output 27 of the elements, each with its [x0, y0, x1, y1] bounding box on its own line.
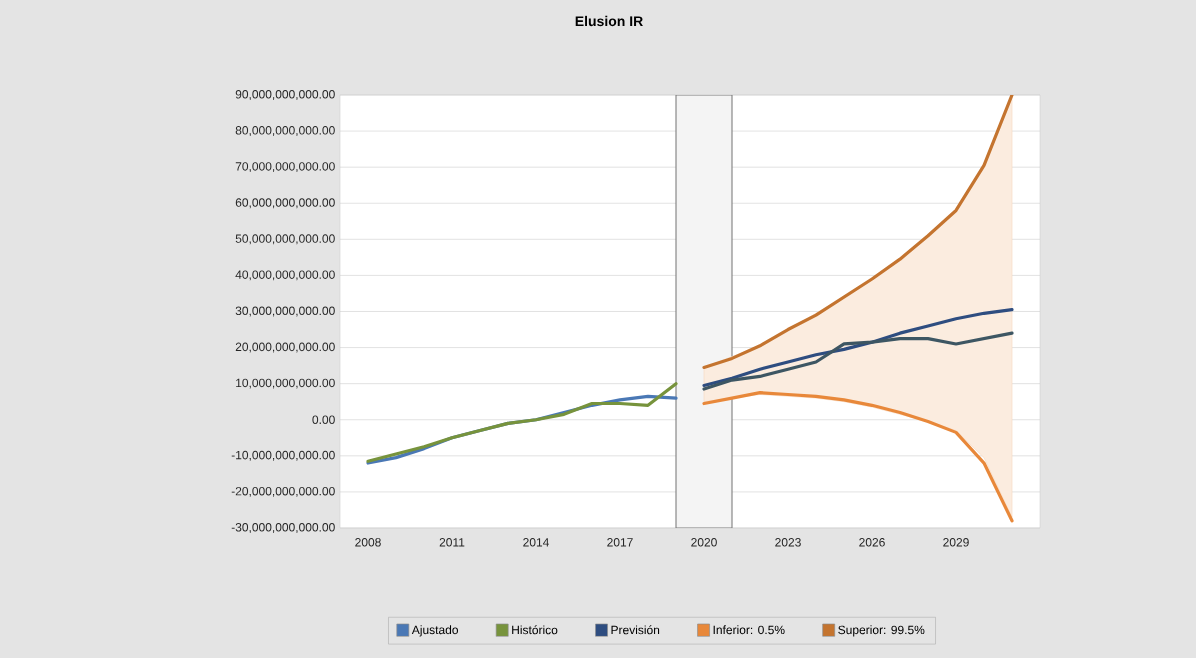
- legend-label: Inferior: 0.5%: [713, 625, 785, 635]
- y-tick-label: 50,000,000,000.00: [235, 234, 335, 245]
- y-tick-label: 20,000,000,000.00: [235, 342, 335, 353]
- x-tick-label: 2023: [775, 538, 801, 547]
- y-tick-label: -10,000,000,000.00: [231, 450, 335, 461]
- legend-label: Histórico: [512, 625, 558, 635]
- y-tick-label: 70,000,000,000.00: [235, 162, 335, 173]
- y-tick-label: 10,000,000,000.00: [236, 378, 335, 389]
- x-tick-label: 2017: [607, 538, 633, 547]
- legend-label: Ajustado: [411, 625, 459, 637]
- x-tick-label: 2014: [523, 538, 549, 547]
- x-tick-label: 2026: [859, 538, 885, 547]
- y-tick-label: -30,000,000,000.00: [231, 523, 335, 533]
- y-tick-label: 0.00: [312, 415, 335, 424]
- x-tick-label: 2020: [691, 538, 717, 547]
- y-tick-label: 90,000,000,000.00: [235, 90, 335, 100]
- x-tick-label: 2011: [439, 538, 465, 547]
- x-tick-label: 2029: [943, 538, 969, 547]
- y-tick-label: 80,000,000,000.00: [235, 126, 335, 137]
- legend-label: Previsión: [611, 625, 660, 635]
- y-tick-label: -20,000,000,000.00: [231, 486, 335, 497]
- y-tick-label: 30,000,000,000.00: [235, 306, 335, 317]
- legend-label: Superior: 99.5%: [838, 625, 925, 637]
- x-tick-label: 2008: [355, 538, 381, 547]
- y-tick-label: 40,000,000,000.00: [235, 270, 335, 281]
- chart-title: Elusion IR: [575, 15, 643, 27]
- y-tick-label: 60,000,000,000.00: [235, 198, 335, 209]
